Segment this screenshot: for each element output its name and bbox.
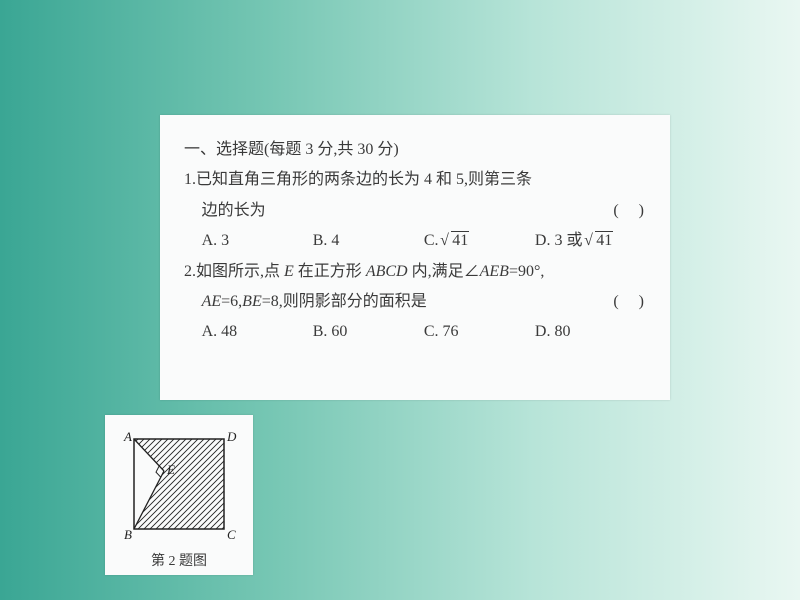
q2-t1c: 内,满足∠ [408,263,480,280]
q2-optC: C. 76 [424,317,535,347]
svg-text:C: C [227,527,236,542]
q2-t2c: =8,则阴影部分的面积是 [262,293,427,310]
q1-text2: 边的长为 [202,202,266,219]
q2-line1: 2.如图所示,点 E 在正方形 ABCD 内,满足∠AEB=90°, [184,257,646,287]
q1-paren: ( ) [613,196,646,226]
q2-ABCD: ABCD [366,263,408,280]
sqrt-icon: 41 [442,226,469,256]
q2-t1b: 在正方形 [294,263,366,280]
question-card: 一、选择题(每题 3 分,共 30 分) 1.已知直角三角形的两条边的长为 4 … [160,115,670,400]
q1-text1: 已知直角三角形的两条边的长为 4 和 5,则第三条 [196,171,532,188]
q2-optD: D. 80 [535,317,646,347]
q2-BE: BE [242,293,262,310]
q1-optA: A. 3 [202,226,313,256]
q2-t1a: 如图所示,点 [196,263,284,280]
q1-options: A. 3 B. 4 C. 41 D. 3 或 41 [184,226,646,256]
section-heading: 一、选择题(每题 3 分,共 30 分) [184,135,646,165]
q2-E: E [284,263,294,280]
q1-optC-rad: 41 [451,231,469,249]
q2-num: 2. [184,263,196,280]
q2-t1d: =90°, [509,263,544,280]
q1-optD-pre: D. 3 或 [535,232,587,249]
svg-text:B: B [124,527,132,542]
q1-line2: 边的长为 ( ) [184,196,646,226]
q2-AEB: AEB [480,263,509,280]
background: 一、选择题(每题 3 分,共 30 分) 1.已知直角三角形的两条边的长为 4 … [0,0,800,600]
q2-paren: ( ) [613,287,646,317]
q2-optB: B. 60 [313,317,424,347]
q2-options: A. 48 B. 60 C. 76 D. 80 [184,317,646,347]
svg-text:A: A [123,429,132,444]
sqrt-icon: 41 [586,226,613,256]
q2-AE: AE [202,293,222,310]
q1-line1: 1.已知直角三角形的两条边的长为 4 和 5,则第三条 [184,165,646,195]
svg-text:D: D [226,429,237,444]
q1-optC: C. 41 [424,226,535,256]
q2-line2: AE=6,BE=8,则阴影部分的面积是 ( ) [184,287,646,317]
q2-optA: A. 48 [202,317,313,347]
figure-card: A D B C E 第 2 题图 [105,415,253,575]
q1-optD: D. 3 或 41 [535,226,646,256]
q1-optD-rad: 41 [595,231,613,249]
q1-optB: B. 4 [313,226,424,256]
q1-num: 1. [184,171,196,188]
figure-svg: A D B C E [114,421,244,547]
section-title-suffix: (每题 3 分,共 30 分) [264,141,399,158]
q2-t2b: =6, [221,293,242,310]
figure-caption: 第 2 题图 [111,549,247,576]
section-title-prefix: 一、选择题 [184,141,264,158]
svg-text:E: E [166,462,175,477]
